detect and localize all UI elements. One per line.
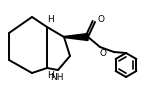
Text: O: O — [99, 50, 106, 59]
Polygon shape — [64, 33, 88, 40]
Text: O: O — [97, 15, 104, 24]
Text: H: H — [48, 70, 54, 80]
Text: H: H — [48, 15, 54, 24]
Text: NH: NH — [50, 73, 64, 82]
